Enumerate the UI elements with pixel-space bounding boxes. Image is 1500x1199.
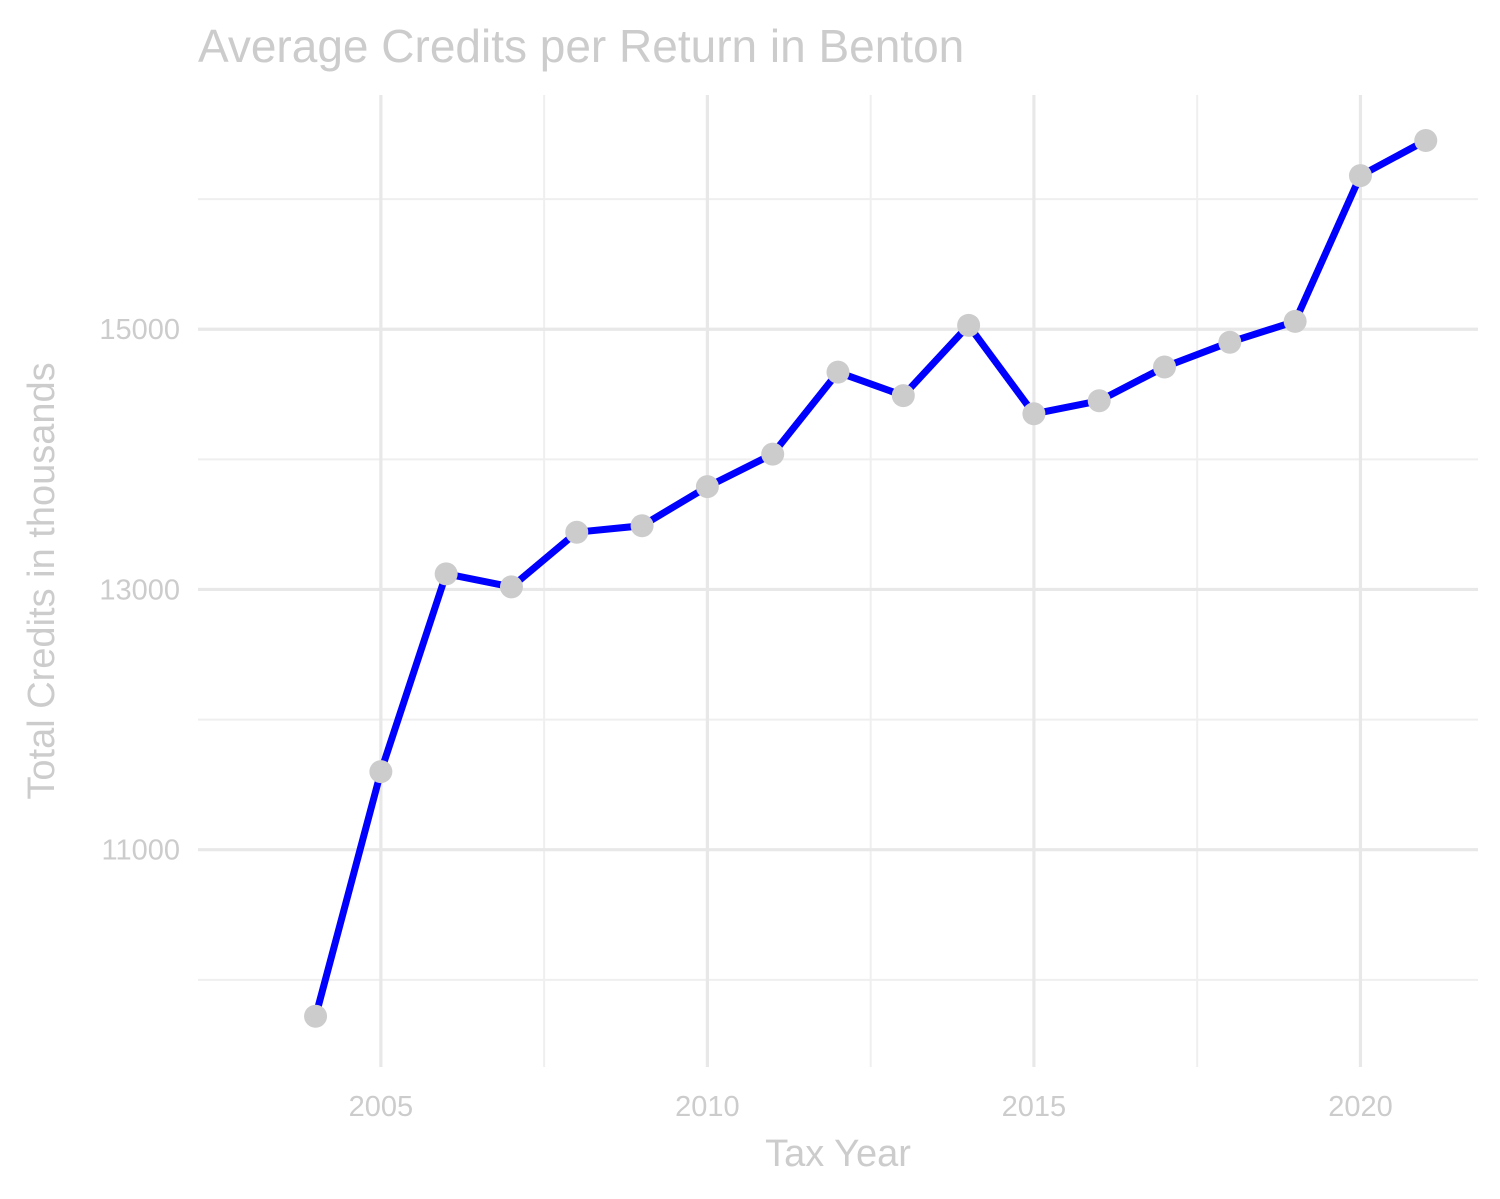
data-point <box>761 442 785 466</box>
data-point <box>891 384 915 408</box>
data-point <box>957 313 981 337</box>
y-axis-ticks: 11000 13000 15000 <box>99 314 180 866</box>
data-point <box>1087 389 1111 413</box>
data-point <box>1153 355 1177 379</box>
x-tick-label: 2015 <box>1002 1091 1067 1123</box>
data-point <box>434 562 458 586</box>
data-point <box>695 475 719 499</box>
data-points <box>304 129 1438 1028</box>
y-tick-label: 11000 <box>102 835 181 867</box>
y-tick-label: 15000 <box>99 314 180 346</box>
data-point <box>1414 129 1438 153</box>
data-point <box>826 360 850 384</box>
data-point <box>1283 309 1307 333</box>
x-tick-label: 2010 <box>675 1091 740 1123</box>
data-point <box>499 575 523 599</box>
data-point <box>1348 164 1372 188</box>
x-tick-label: 2020 <box>1328 1091 1393 1123</box>
data-point <box>1218 330 1242 354</box>
y-tick-label: 13000 <box>99 574 180 606</box>
y-axis-title: Total Credits in thousands <box>21 362 63 799</box>
x-tick-label: 2005 <box>349 1091 414 1123</box>
data-point <box>304 1004 328 1028</box>
data-point <box>1022 402 1046 426</box>
x-axis-ticks: 2005 2010 2015 2020 <box>349 1091 1393 1123</box>
data-point <box>369 760 393 784</box>
grid <box>198 95 1478 1067</box>
chart-title: Average Credits per Return in Benton <box>198 20 964 72</box>
x-axis-title: Tax Year <box>765 1133 911 1175</box>
data-point <box>630 514 654 538</box>
data-point <box>565 520 589 544</box>
